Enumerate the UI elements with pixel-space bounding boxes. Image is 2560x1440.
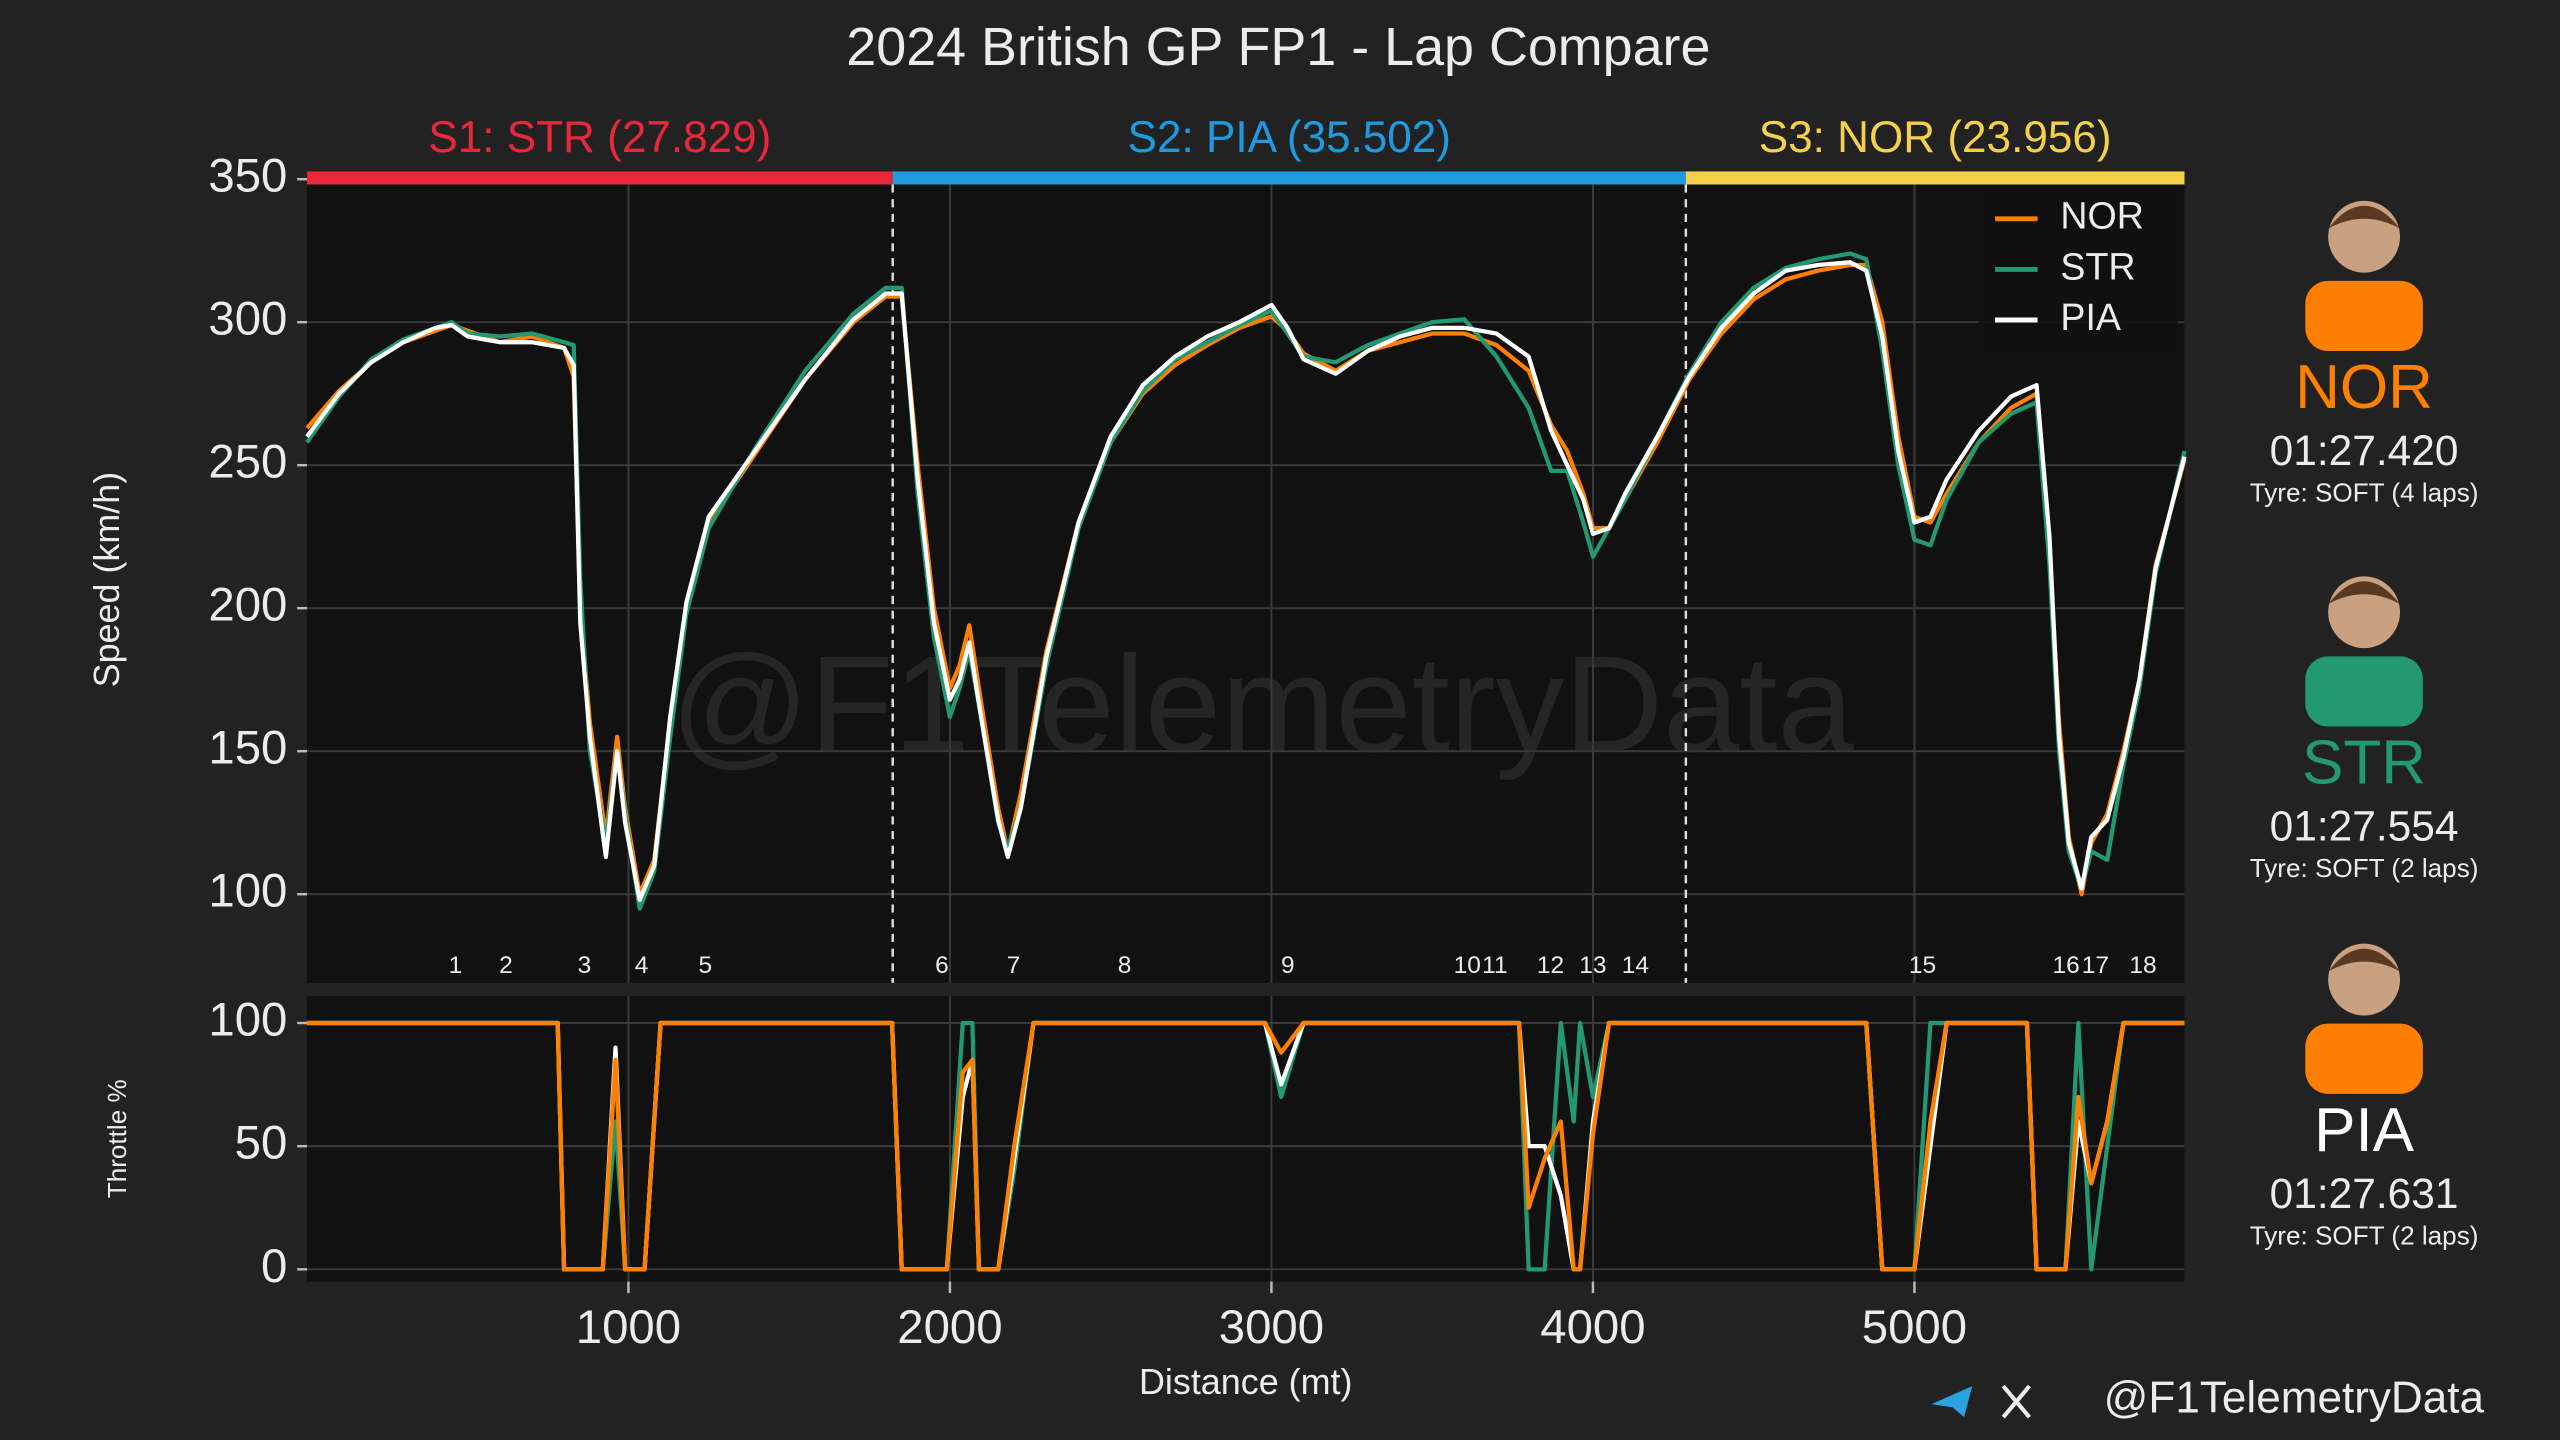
corner-label: 18 bbox=[2129, 952, 2156, 979]
corner-label: 2 bbox=[499, 952, 513, 979]
driver-photo bbox=[2305, 200, 2423, 352]
sector-bar bbox=[892, 171, 1686, 185]
legend-label: NOR bbox=[2060, 195, 2143, 237]
corner-label: 13 bbox=[1579, 952, 1606, 979]
corner-label: 3 bbox=[578, 952, 592, 979]
x-tick-label: 3000 bbox=[1219, 1301, 1324, 1354]
x-tick-label: 2000 bbox=[897, 1301, 1002, 1354]
corner-label: 6 bbox=[935, 952, 949, 979]
photo-body bbox=[2305, 656, 2423, 727]
x-tick-label: 1000 bbox=[576, 1301, 681, 1354]
corner-label: 10 bbox=[1454, 952, 1481, 979]
legend-label: PIA bbox=[2060, 296, 2121, 338]
driver-lap-time: 01:27.631 bbox=[2270, 1170, 2459, 1217]
photo-body bbox=[2305, 280, 2423, 352]
x-tick-label: 5000 bbox=[1862, 1301, 1967, 1354]
plot-area bbox=[306, 995, 2185, 1282]
corner-label: 8 bbox=[1118, 952, 1132, 979]
sector-label: S3: NOR (23.956) bbox=[1759, 113, 2112, 162]
driver-photo bbox=[2305, 943, 2423, 1094]
legend-label: STR bbox=[2060, 245, 2135, 287]
driver-photo bbox=[2305, 576, 2423, 727]
corner-label: 4 bbox=[635, 952, 649, 979]
y-axis-label: Speed (km/h) bbox=[86, 472, 127, 688]
driver-lap-time: 01:27.420 bbox=[2270, 427, 2459, 474]
y-tick-label: 100 bbox=[208, 865, 287, 918]
y-tick-label: 300 bbox=[208, 293, 287, 346]
y-tick-label: 200 bbox=[208, 579, 287, 632]
x-icon bbox=[2001, 1384, 2031, 1419]
series-line bbox=[306, 1020, 2185, 1272]
y-tick-label: 350 bbox=[208, 150, 287, 203]
driver-tyre: Tyre: SOFT (2 laps) bbox=[2250, 1220, 2479, 1250]
corner-label: 16 bbox=[2053, 952, 2080, 979]
corner-label: 15 bbox=[1909, 952, 1936, 979]
corner-label: 1 bbox=[449, 952, 463, 979]
corner-label: 17 bbox=[2082, 952, 2109, 979]
y-tick-label: 0 bbox=[261, 1240, 287, 1293]
driver-code: PIA bbox=[2314, 1096, 2415, 1165]
sector-label: S1: STR (27.829) bbox=[428, 113, 771, 162]
sector-label: S2: PIA (35.502) bbox=[1128, 113, 1451, 162]
sector-bar bbox=[306, 171, 893, 185]
y-tick-label: 100 bbox=[208, 994, 287, 1047]
corner-label: 12 bbox=[1537, 952, 1564, 979]
photo-hair bbox=[2328, 205, 2400, 229]
x-tick-label: 4000 bbox=[1540, 1301, 1645, 1354]
corner-label: 5 bbox=[698, 952, 712, 979]
y-tick-label: 150 bbox=[208, 722, 287, 775]
driver-lap-time: 01:27.554 bbox=[2270, 803, 2459, 850]
y-tick-label: 50 bbox=[235, 1117, 288, 1170]
corner-label: 14 bbox=[1622, 952, 1649, 979]
series-line bbox=[305, 260, 2187, 903]
telegram-icon bbox=[1931, 1386, 1973, 1418]
photo-body bbox=[2305, 1023, 2423, 1094]
plot-area bbox=[306, 176, 2185, 983]
corner-label: 7 bbox=[1007, 952, 1021, 979]
driver-tyre: Tyre: SOFT (4 laps) bbox=[2250, 478, 2479, 508]
title: 2024 British GP FP1 - Lap Compare bbox=[846, 17, 1710, 77]
corner-label: 9 bbox=[1281, 952, 1295, 979]
driver-code: NOR bbox=[2295, 353, 2433, 422]
photo-hair bbox=[2328, 581, 2400, 605]
x-axis-label: Distance (mt) bbox=[1139, 1361, 1352, 1402]
footer-handle: @F1TelemetryData bbox=[2104, 1373, 2485, 1422]
driver-tyre: Tyre: SOFT (2 laps) bbox=[2250, 853, 2479, 883]
driver-code: STR bbox=[2302, 729, 2426, 798]
sector-bar bbox=[1685, 171, 2185, 185]
corner-label: 11 bbox=[1482, 952, 1507, 979]
y-tick-label: 250 bbox=[208, 436, 287, 489]
photo-hair bbox=[2328, 948, 2400, 972]
y-axis-label: Throttle % bbox=[102, 1079, 132, 1198]
watermark: @F1TelemetryData bbox=[670, 628, 1854, 781]
